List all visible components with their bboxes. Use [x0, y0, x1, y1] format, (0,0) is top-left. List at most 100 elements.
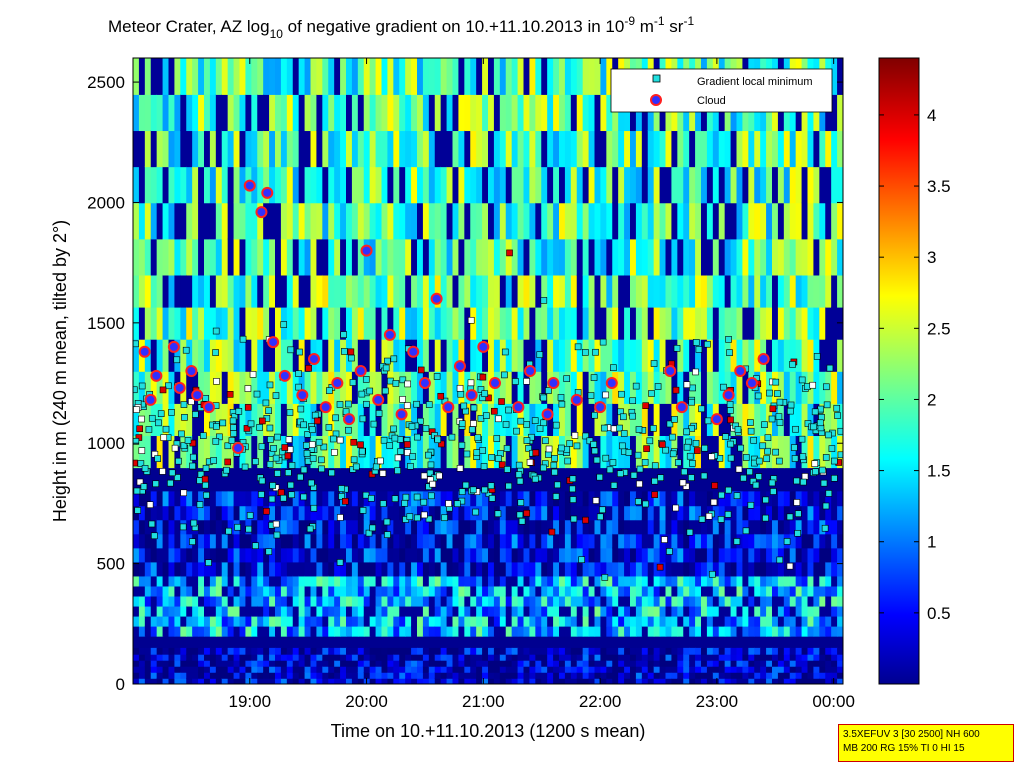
heatmap-cell	[493, 625, 501, 637]
heatmap-cell	[701, 94, 708, 132]
heatmap-cell	[322, 306, 330, 340]
heatmap-cell	[576, 519, 584, 535]
heatmap-cell	[748, 547, 756, 563]
heatmap-cell	[535, 533, 543, 549]
heatmap-cell	[138, 166, 146, 204]
heatmap-cell	[813, 519, 821, 535]
heatmap-cell	[215, 615, 223, 627]
heatmap-cell	[452, 677, 460, 684]
heatmap-cell	[275, 659, 282, 667]
y-tick-label: 2000	[87, 193, 125, 212]
cloud-point	[512, 401, 525, 414]
gradient-minimum-point	[659, 441, 666, 448]
heatmap-cell	[156, 274, 164, 308]
gradient-minimum-point	[502, 421, 510, 428]
heatmap-cell	[174, 202, 182, 240]
heatmap-cell	[553, 625, 560, 637]
heatmap-cell	[493, 575, 501, 587]
heatmap-cell	[677, 547, 685, 563]
heatmap-cell	[387, 533, 395, 549]
heatmap-cell	[659, 371, 667, 404]
heatmap-cell	[150, 306, 158, 340]
heatmap-cell	[630, 665, 637, 673]
heatmap-cell	[286, 671, 294, 679]
heatmap-cell	[215, 274, 223, 308]
heatmap-cell	[198, 435, 205, 469]
heatmap-cell	[517, 519, 525, 535]
heatmap-cell	[789, 677, 797, 684]
heatmap-cell	[795, 561, 803, 577]
gradient-minimum-point	[296, 348, 303, 356]
gradient-minimum-point	[820, 479, 828, 487]
gradient-minimum-point	[672, 386, 680, 394]
gradient-minimum-point	[456, 465, 464, 472]
heatmap-cell	[606, 653, 614, 661]
heatmap-cell	[547, 58, 554, 95]
gradient-minimum-point	[811, 408, 819, 416]
heatmap-cell	[156, 519, 164, 535]
heatmap-cell	[600, 653, 608, 661]
heatmap-cell	[357, 58, 365, 95]
heatmap-cell	[706, 338, 714, 372]
gradient-minimum-point	[425, 401, 433, 408]
heatmap-cell	[144, 491, 152, 507]
gradient-minimum-point	[386, 442, 394, 449]
heatmap-cell	[630, 491, 637, 507]
heatmap-cell	[813, 547, 821, 563]
gradient-minimum-point	[693, 447, 701, 454]
heatmap-cell	[328, 647, 335, 655]
heatmap-cell	[576, 625, 584, 637]
heatmap-cell	[174, 547, 182, 563]
heatmap-cell	[346, 94, 353, 132]
heatmap-cell	[618, 306, 625, 340]
heatmap-cell	[647, 238, 655, 276]
heatmap-cell	[553, 130, 560, 168]
heatmap-cell	[488, 533, 495, 549]
heatmap-cell	[275, 166, 282, 204]
heatmap-cell	[511, 659, 519, 667]
heatmap-cell	[671, 561, 679, 577]
heatmap-cell	[470, 585, 477, 597]
heatmap-cell	[263, 665, 270, 673]
heatmap-cell	[399, 58, 406, 95]
heatmap-cell	[393, 671, 401, 679]
heatmap-cell	[576, 403, 584, 437]
heatmap-cell	[547, 575, 554, 587]
heatmap-cell	[748, 615, 756, 627]
heatmap-cell	[162, 533, 170, 549]
heatmap-cell	[647, 625, 655, 637]
heatmap-cell	[138, 585, 146, 597]
heatmap-cell	[322, 403, 330, 437]
cloud-point	[664, 365, 677, 377]
heatmap-cell	[204, 130, 211, 168]
heatmap-cell	[789, 371, 797, 404]
heatmap-cell	[760, 561, 767, 577]
heatmap-cell	[322, 547, 330, 563]
heatmap-cell	[748, 338, 756, 372]
heatmap-cell	[630, 130, 637, 168]
heatmap-cell	[641, 94, 649, 132]
heatmap-cell	[807, 547, 815, 563]
heatmap-cell	[180, 605, 188, 617]
heatmap-cell	[488, 585, 495, 597]
gradient-minimum-point	[825, 490, 833, 497]
heatmap-cell	[422, 533, 430, 549]
heatmap-cell	[600, 533, 608, 549]
heatmap-cell	[286, 659, 294, 667]
heatmap-cell	[825, 595, 832, 607]
gradient-minimum-point	[708, 453, 715, 461]
heatmap-cell	[618, 371, 625, 404]
gradient-minimum-point	[763, 455, 770, 463]
heatmap-cell	[298, 547, 306, 563]
heatmap-cell	[659, 659, 667, 667]
colorbar-tick-label: 0.5	[927, 604, 951, 623]
heatmap-cell	[612, 435, 619, 469]
heatmap-cell	[245, 274, 253, 308]
heatmap-cell	[369, 561, 377, 577]
heatmap-cell	[813, 435, 821, 469]
gradient-minimum-point	[178, 430, 185, 438]
heatmap-cell	[523, 677, 531, 684]
heatmap-cell	[227, 94, 235, 132]
heatmap-cell	[369, 575, 377, 587]
heatmap-cell	[541, 505, 548, 521]
